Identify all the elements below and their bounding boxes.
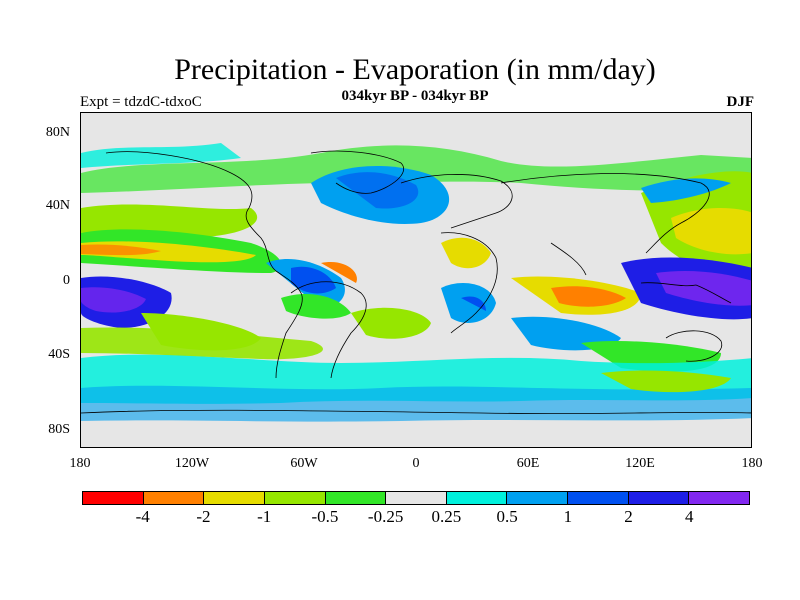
latitude-tick-label: 80N — [45, 125, 70, 140]
colorbar-box — [386, 492, 447, 504]
colorbar-label: -2 — [196, 507, 211, 526]
colorbar-box — [204, 492, 265, 504]
colorbar — [82, 491, 750, 505]
colorbar-label: 0.25 — [431, 507, 462, 526]
field-contours — [81, 143, 751, 422]
latitude-tick-label: 0 — [63, 273, 70, 288]
colorbar-label: 1 — [563, 507, 573, 526]
longitude-tick-label: 180 — [741, 456, 763, 471]
chart-title: Precipitation - Evaporation (in mm/day) — [174, 53, 656, 86]
longitude-tick-label: 180 — [69, 456, 91, 471]
chart-subtitle: 034kyr BP - 034kyr BP — [341, 88, 489, 104]
map-panel — [80, 112, 752, 448]
colorbar-box — [507, 492, 569, 504]
colorbar-label: -0.5 — [311, 507, 339, 526]
colorbar-box — [264, 492, 326, 504]
precip-evap-map — [81, 143, 751, 422]
coastlines — [81, 150, 751, 414]
colorbar-box — [446, 492, 508, 504]
latitude-tick-label: 80S — [48, 422, 70, 437]
colorbar-label: -1 — [257, 507, 272, 526]
longitude-tick-label: 120E — [625, 456, 655, 471]
colorbar-label: 2 — [624, 507, 633, 526]
latitude-tick-label: 40N — [45, 198, 70, 213]
colorbar-label: -4 — [135, 507, 150, 526]
longitude-tick-label: 60W — [290, 456, 318, 471]
season-label: DJF — [726, 94, 755, 110]
longitude-tick-label: 60E — [516, 456, 540, 471]
colorbar-box — [143, 492, 205, 504]
colorbar-label: 0.5 — [496, 507, 518, 526]
colorbar-box — [83, 492, 144, 504]
experiment-label: Expt = tdzdC-tdxoC — [80, 94, 202, 110]
colorbar-box — [568, 492, 629, 504]
longitude-tick-label: 120W — [174, 456, 210, 471]
colorbar-label: -0.25 — [367, 507, 404, 526]
latitude-tick-label: 40S — [48, 347, 70, 362]
colorbar-box — [325, 492, 387, 504]
longitude-tick-label: 0 — [412, 456, 420, 471]
colorbar-label: 4 — [685, 507, 694, 526]
colorbar-box — [689, 492, 750, 504]
colorbar-box — [628, 492, 690, 504]
